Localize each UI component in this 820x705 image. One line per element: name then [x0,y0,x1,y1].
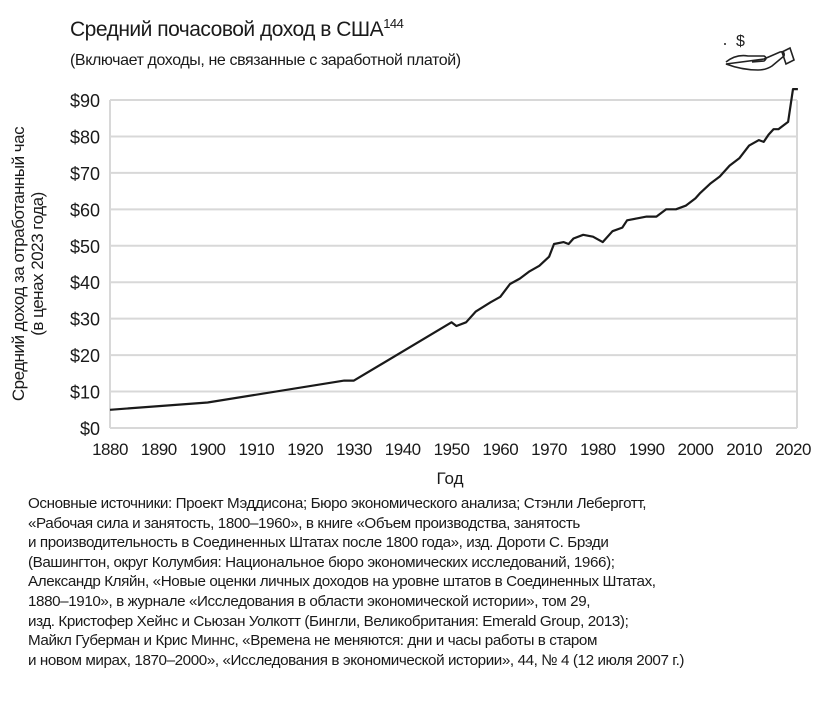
x-tick-label: 1910 [238,440,274,459]
x-tick-label: 1970 [531,440,567,459]
x-tick-label: 1920 [287,440,323,459]
source-line: Основные источники: Проект Мэддисона; Бю… [28,495,647,512]
x-tick-label: 1950 [434,440,470,459]
x-tick-label: 1890 [141,440,177,459]
y-tick-label: $70 [70,164,100,184]
y-tick-label: $0 [80,419,100,439]
source-line: Александр Кляйн, «Новые оценки личных до… [28,573,656,591]
x-tick-label: 2000 [678,440,714,459]
x-tick-label: 1940 [385,440,421,459]
chart-subtitle: (Включает доходы, не связанные с заработ… [70,52,461,69]
title-text: Средний почасовой доход в США [70,18,384,41]
source-line: изд. Кристофер Хейнс и Сьюзан Уолкотт (Б… [28,612,629,630]
source-line: и производительность в Соединенных Штата… [28,534,609,552]
y-axis-label: Средний доход за отработанный час [9,126,28,401]
y-tick-label: $20 [70,346,100,366]
y-tick-label: $60 [70,200,100,220]
y-tick-label: $30 [70,310,100,330]
footnote-ref: 144 [383,16,404,31]
y-tick-label: $40 [70,273,100,293]
source-line: Майкл Губерман и Крис Миннс, «Времена не… [28,632,598,650]
y-tick-label: $90 [70,91,100,111]
chart: $0 $10 $20 $30 $40 $50 $60 $70 $80 $90 1880 1890 190… [9,88,811,488]
source-line: и новом мирах, 1870–2000», «Исследования… [28,651,685,669]
x-tick-label: 1980 [580,440,616,459]
x-tick-label: 1990 [629,440,665,459]
x-tick-label: 1900 [190,440,226,459]
x-tick-label: 1880 [92,440,128,459]
source-line: (Вашингтон, округ Колумбия: Национальное… [28,553,615,571]
x-axis-label: Год [436,469,463,488]
sources-note: Основные источники: Проект Мэддисона; Бю… [28,494,818,670]
y-tick-label: $10 [70,383,100,403]
source-line: «Рабочая сила и занятость, 1800–1960», в… [28,514,580,532]
source-line: 1880–1910», в журнале «Исследования в об… [28,592,591,610]
y-tick-label: $50 [70,237,100,257]
y-axis-label: (в ценах 2023 года) [28,192,47,335]
data-line [109,88,798,411]
svg-text:$: $ [736,33,745,50]
x-tick-label: 1930 [336,440,372,459]
x-tick-label: 2020 [775,440,811,459]
x-tick-label: 1960 [482,440,518,459]
chart-title: Средний почасовой доход в США144 [70,16,404,42]
x-tick-label: 2010 [726,440,762,459]
y-tick-label: $80 [70,127,100,147]
hand-with-dollar-icon: $ [724,33,795,71]
